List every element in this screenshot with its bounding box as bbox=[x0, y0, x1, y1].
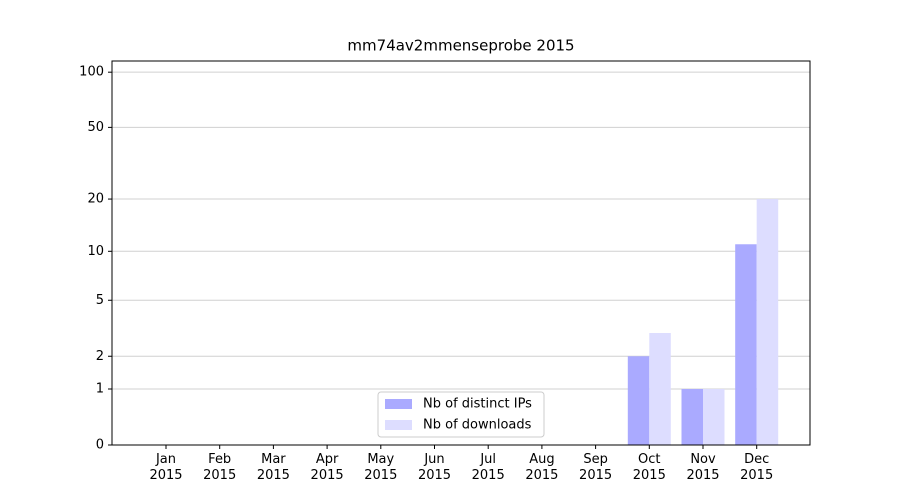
plot-frame bbox=[111, 60, 811, 446]
y-tick-label: 50 bbox=[87, 120, 104, 135]
x-tick-label: Nov 2015 bbox=[686, 452, 720, 483]
bar bbox=[681, 389, 703, 445]
y-tick-label: 20 bbox=[87, 192, 104, 207]
x-tick-label: Aug 2015 bbox=[525, 452, 559, 483]
y-tick-label: 2 bbox=[96, 349, 104, 364]
legend-swatch bbox=[385, 399, 412, 409]
bar bbox=[735, 244, 757, 445]
x-tick-label: Jul 2015 bbox=[471, 452, 505, 483]
chart-title: mm74av2mmenseprobe 2015 bbox=[347, 37, 574, 55]
legend-label: Nb of downloads bbox=[423, 418, 532, 433]
bar bbox=[703, 389, 725, 445]
legend-swatch bbox=[385, 420, 412, 430]
x-tick-label: May 2015 bbox=[364, 452, 398, 483]
y-tick-label: 100 bbox=[79, 65, 104, 80]
x-tick-label: Dec 2015 bbox=[740, 452, 774, 483]
bar bbox=[756, 199, 779, 445]
y-tick-label: 10 bbox=[87, 244, 104, 259]
legend-label: Nb of distinct IPs bbox=[423, 397, 532, 412]
y-tick-label: 0 bbox=[96, 438, 104, 453]
x-tick-label: Jan 2015 bbox=[149, 452, 183, 483]
bar bbox=[627, 356, 650, 445]
x-tick-label: Oct 2015 bbox=[632, 452, 666, 483]
x-tick-label: Mar 2015 bbox=[256, 452, 290, 483]
x-tick-label: Feb 2015 bbox=[203, 452, 237, 483]
x-tick-label: Jun 2015 bbox=[417, 452, 452, 483]
y-tick-label: 5 bbox=[96, 293, 104, 308]
legend-box bbox=[377, 391, 545, 438]
y-tick-label: 1 bbox=[96, 382, 104, 397]
x-tick-label: Apr 2015 bbox=[310, 452, 344, 483]
bar bbox=[649, 333, 671, 445]
x-tick-label: Sep 2015 bbox=[579, 452, 613, 483]
